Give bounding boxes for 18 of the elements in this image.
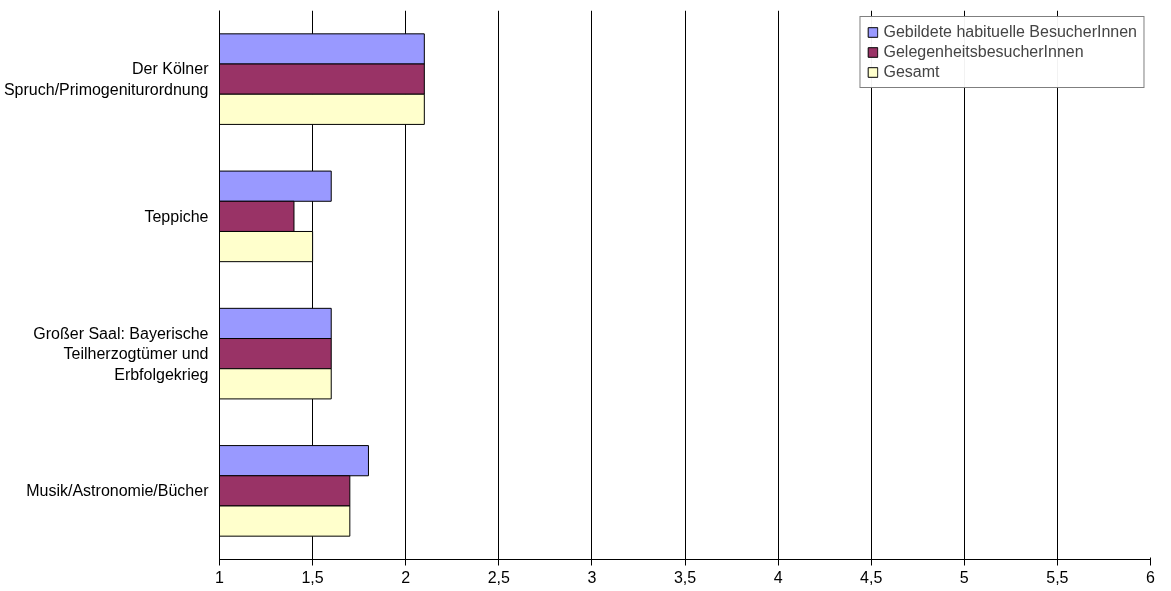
x-tick-label: 1,5 — [301, 568, 324, 586]
x-tick-label: 4 — [773, 568, 783, 586]
legend-label: Gebildete habituelle BesucherInnen — [883, 23, 1137, 41]
legend-label: GelegenheitsbesucherInnen — [883, 43, 1084, 61]
x-tick-label: 3 — [587, 568, 597, 586]
y-tick-label: Der Kölner Spruch/Primogeniturordnung — [3, 60, 210, 98]
y-tick-label: Teppiche — [144, 207, 209, 225]
x-tick-label: 3,5 — [673, 568, 697, 586]
y-tick-label: Musik/Astronomie/Bücher — [26, 482, 210, 500]
legend-label: Gesamt — [883, 63, 940, 81]
x-tick-label: 2 — [401, 568, 411, 586]
x-tick-label: 2,5 — [487, 568, 511, 586]
x-tick-label: 5 — [959, 568, 969, 586]
x-tick-label: 1 — [215, 568, 225, 586]
y-tick-label: Großer Saal: Bayerische Teilherzogtümer und Erbfolgekrieg — [33, 324, 209, 383]
x-tick-label: 4,5 — [860, 568, 883, 586]
x-tick-label: 6 — [1146, 568, 1156, 586]
x-tick-label: 5,5 — [1046, 568, 1069, 586]
